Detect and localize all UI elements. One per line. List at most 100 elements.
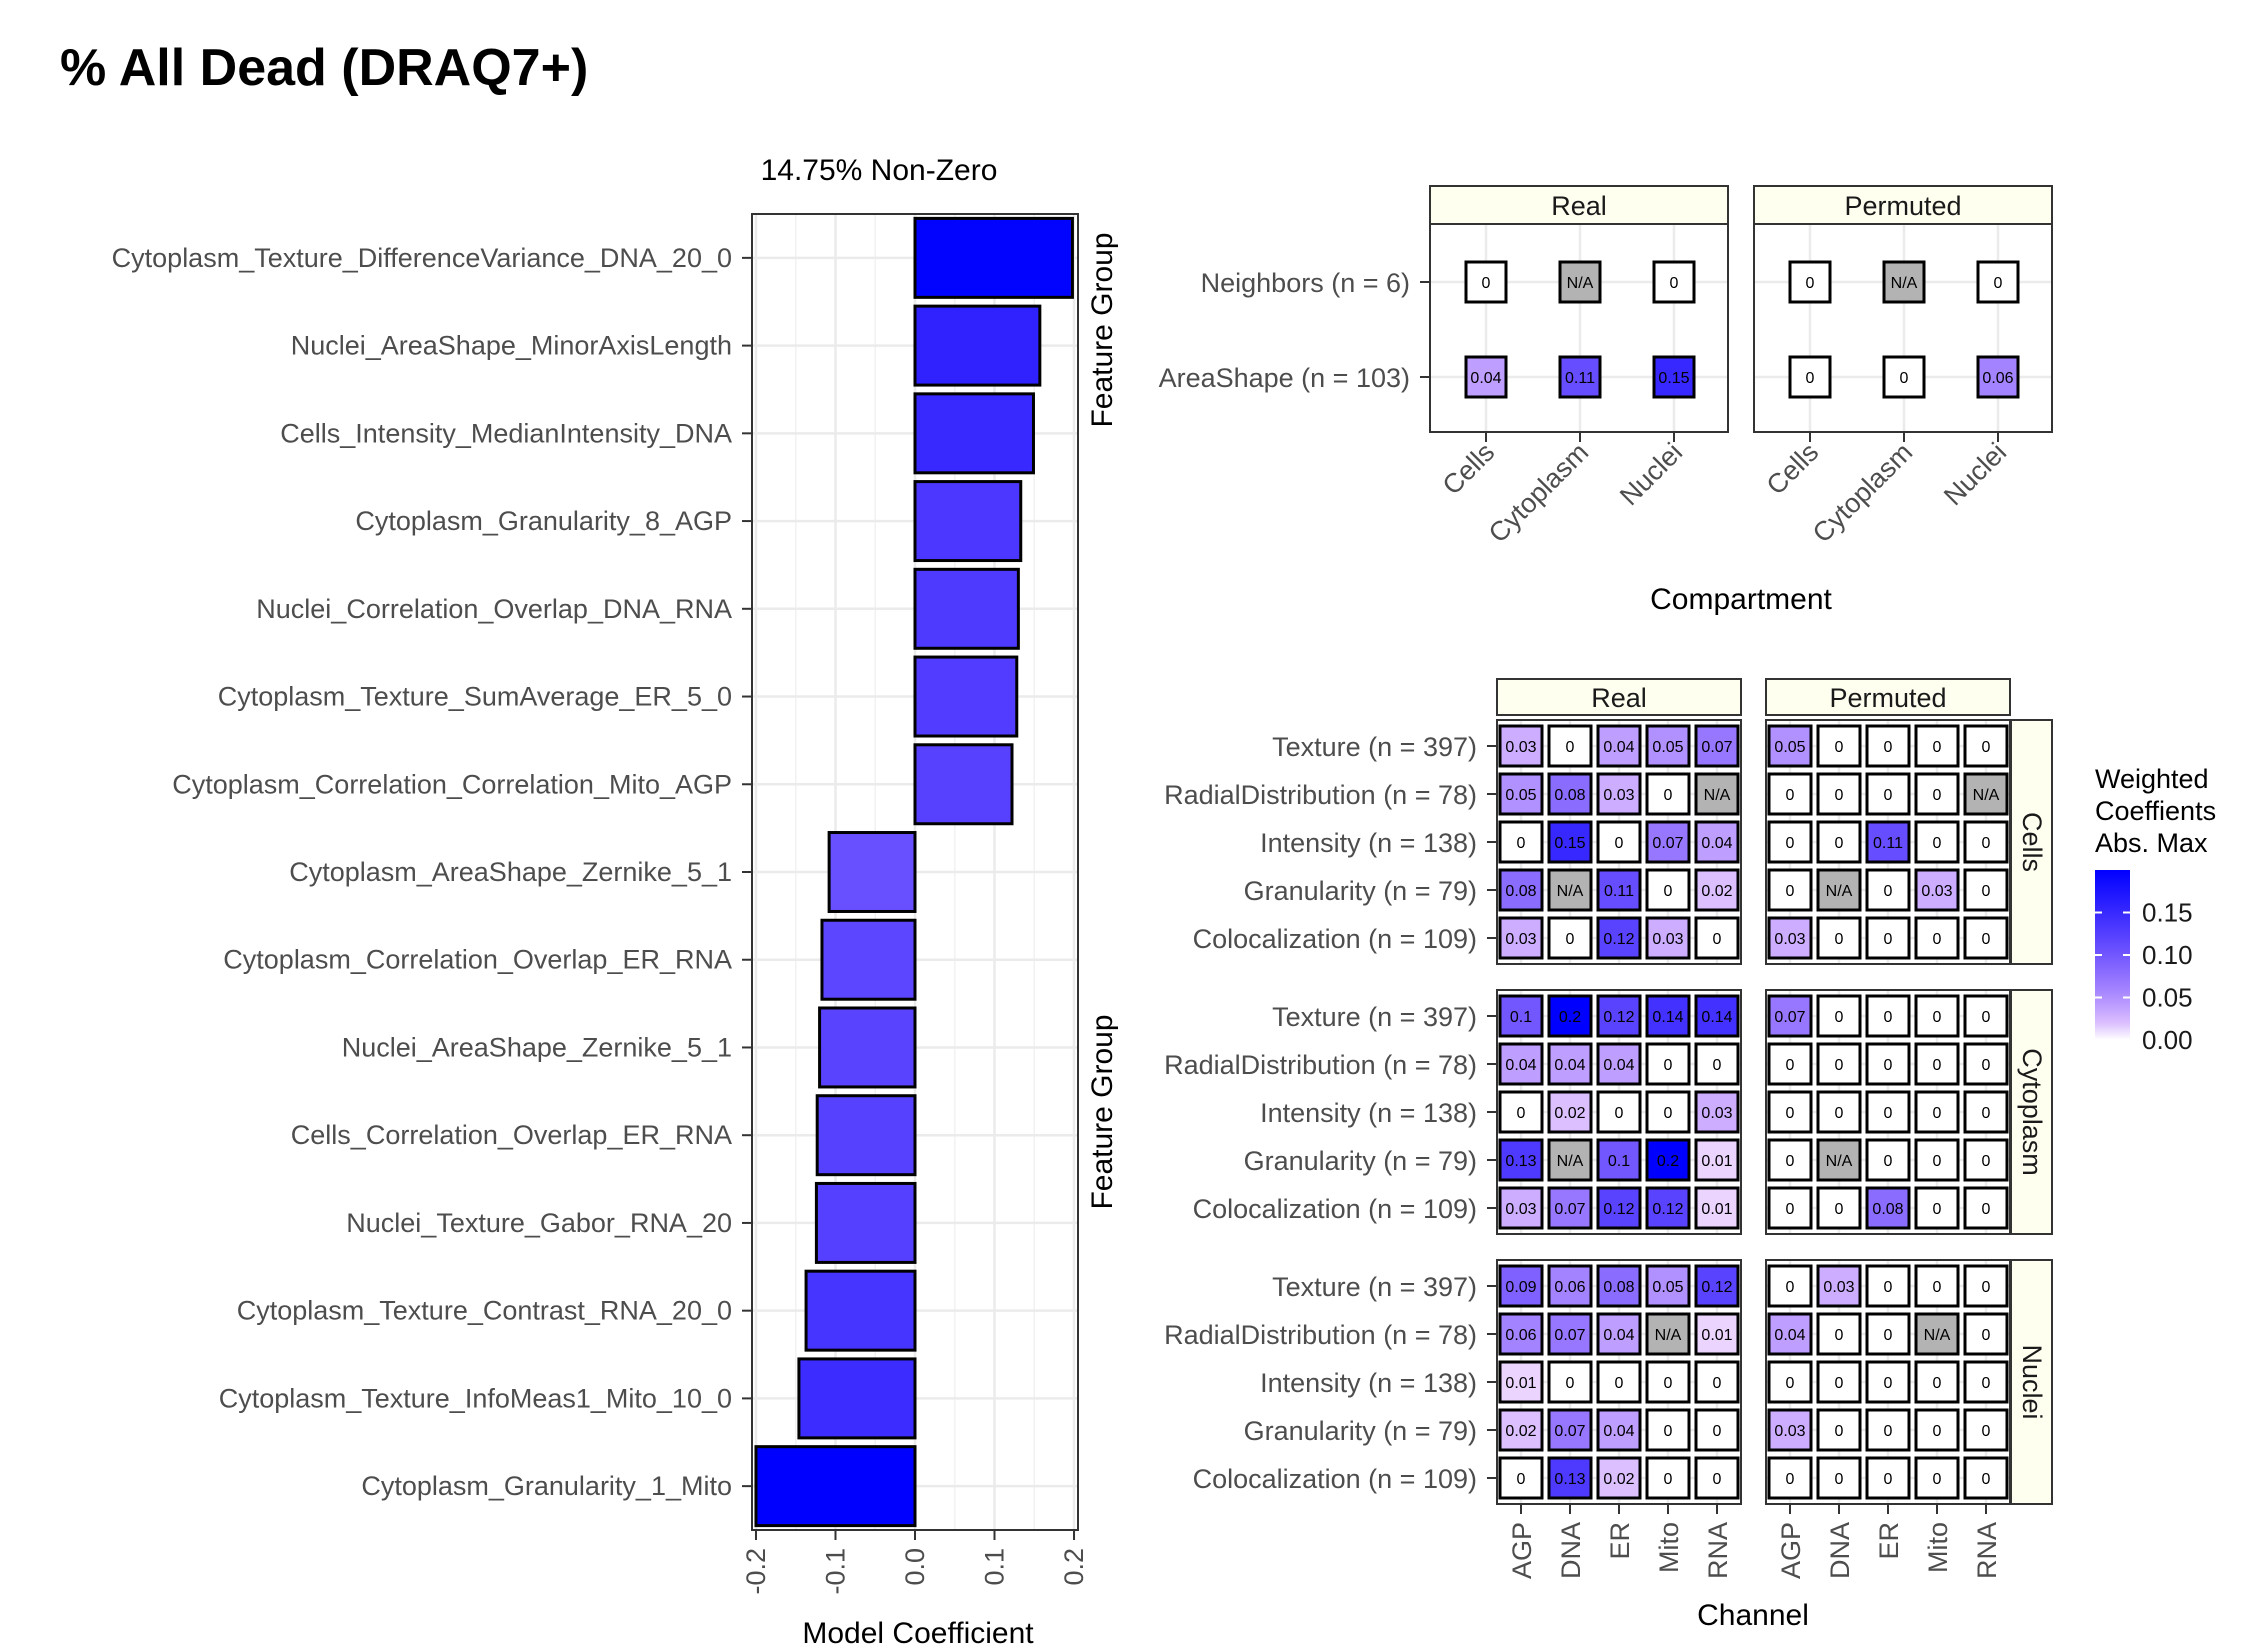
heat-xtick-label: RNA: [1703, 1522, 1733, 1579]
heat-cell: [1694, 1186, 1740, 1230]
bar-category-label: Cytoplasm_Correlation_Correlation_Mito_A…: [172, 769, 732, 799]
bar: [827, 831, 917, 913]
heat-cell-label: 0.05: [1652, 1279, 1683, 1296]
heat-cell: [1596, 1360, 1642, 1404]
heat-cell-label: 0.04: [1603, 739, 1634, 756]
facet-strip-label: Real: [1591, 683, 1647, 713]
heat-cell-label: 0: [1884, 1423, 1893, 1440]
heat-cell-label: 0: [1982, 883, 1991, 900]
heat-cell-label: 0: [1517, 835, 1526, 852]
heat-cell-label: 0.15: [1554, 835, 1585, 852]
heat-cell: [1914, 868, 1960, 912]
heat-cell-label: N/A: [1924, 1327, 1951, 1344]
heat-cell: [1596, 724, 1642, 768]
heat-cell: [1547, 1456, 1593, 1500]
heat-cell-label: 0: [1884, 1057, 1893, 1074]
heat-cell: [1816, 772, 1862, 816]
heat-cell: [1882, 260, 1926, 304]
heat-cell-label: 0: [1664, 1375, 1673, 1392]
bar: [818, 1006, 917, 1089]
heat-cell: [1865, 1408, 1911, 1452]
heat-cell-label: 0.14: [1701, 1009, 1732, 1026]
heat-xtick-label: ER: [1874, 1522, 1904, 1560]
heat-cell: [1596, 1408, 1642, 1452]
heat-cell: [1694, 820, 1740, 864]
heat-xtick-label: Cells: [1761, 437, 1825, 501]
heat-cell-label: N/A: [1826, 1153, 1853, 1170]
bar-xtick-label: -0.1: [820, 1548, 850, 1595]
heat-cell: [1558, 260, 1602, 304]
heat-cell: [1963, 916, 2009, 960]
bar: [754, 1445, 917, 1528]
facet-row-strip-label: Nuclei: [2017, 1344, 2047, 1419]
heat-cell-label: 0: [1933, 1471, 1942, 1488]
heat-cell: [1865, 916, 1911, 960]
heat-cell-label: 0.04: [1603, 1423, 1634, 1440]
heat-cell: [1645, 1138, 1691, 1182]
heat-cell: [1547, 916, 1593, 960]
heat-cell-label: 0: [1835, 835, 1844, 852]
heat-cell-label: 0.04: [1505, 1057, 1536, 1074]
heat-cell-label: 0.02: [1554, 1105, 1585, 1122]
bar: [797, 1357, 917, 1440]
heat-cell: [1645, 994, 1691, 1038]
heat-xtick-label: DNA: [1825, 1522, 1855, 1579]
heat-cell-label: 0: [1566, 739, 1575, 756]
heat-cell: [1547, 1360, 1593, 1404]
heat-cell-label: 0: [1786, 835, 1795, 852]
heat-cell: [1963, 1042, 2009, 1086]
facet-row-strip: [2010, 989, 2053, 1235]
heat-cell-label: 0: [1884, 1153, 1893, 1170]
heat-cell-label: 0.07: [1554, 1201, 1585, 1218]
heat-ytick-label: Intensity (n = 138): [1260, 1368, 1477, 1398]
heat-cell: [1464, 260, 1508, 304]
bar: [913, 216, 1074, 299]
heat-cell-label: 0: [1933, 1423, 1942, 1440]
heat-cell: [1963, 994, 2009, 1038]
legend-title-line: Coeffients: [2095, 796, 2216, 826]
heat-xtick-label: Cells: [1437, 437, 1501, 501]
heat-cell: [1816, 1264, 1862, 1308]
heat-cell-label: 0.03: [1505, 931, 1536, 948]
heat-cell-label: 0: [1933, 1153, 1942, 1170]
heat-cell: [1694, 994, 1740, 1038]
heat-cell: [1498, 1408, 1544, 1452]
heat-cell-label: 0.04: [1554, 1057, 1585, 1074]
heat-cell-label: 0.06: [1982, 370, 2013, 387]
heat-cell-label: 0: [1933, 1057, 1942, 1074]
heat-cell: [1816, 1138, 1862, 1182]
heat-cell-label: 0: [1835, 787, 1844, 804]
heat-cell: [1882, 355, 1926, 399]
heat-cell: [1816, 1456, 1862, 1500]
heat-cell-label: 0: [1933, 1279, 1942, 1296]
heat-cell-label: 0: [1884, 931, 1893, 948]
heat-cell: [1694, 772, 1740, 816]
legend-tick-label: 0.05: [2142, 983, 2193, 1013]
heat-cell: [1498, 1090, 1544, 1134]
heat-cell: [1547, 1408, 1593, 1452]
heat-cell-label: 0: [1835, 1375, 1844, 1392]
facet-row-strip-label: Cells: [2017, 812, 2047, 872]
heat-cell: [1498, 1312, 1544, 1356]
heat-cell: [1547, 772, 1593, 816]
heat-cell: [1547, 1264, 1593, 1308]
channel-panel-border: [1765, 989, 2011, 1235]
heat-ytick-label: RadialDistribution (n = 78): [1164, 1050, 1477, 1080]
heat-cell: [1547, 994, 1593, 1038]
heat-xtick-label: AGP: [1507, 1522, 1537, 1579]
heat-cell-label: 0: [1982, 931, 1991, 948]
heat-cell: [1767, 1408, 1813, 1452]
heat-cell: [1498, 820, 1544, 864]
heat-cell: [1914, 1090, 1960, 1134]
heat-cell-label: 0.12: [1603, 931, 1634, 948]
heat-cell: [1767, 868, 1813, 912]
bar: [913, 743, 1014, 826]
heat-cell: [1865, 772, 1911, 816]
bar-category-label: Nuclei_AreaShape_MinorAxisLength: [291, 331, 732, 361]
heat-cell: [1464, 355, 1508, 399]
heat-cell-label: 0.07: [1701, 739, 1732, 756]
heat-cell-label: 0: [1884, 1375, 1893, 1392]
heat-cell: [1865, 820, 1911, 864]
bar-category-label: Cytoplasm_Correlation_Overlap_ER_RNA: [223, 945, 732, 975]
heat-cell: [1498, 724, 1544, 768]
